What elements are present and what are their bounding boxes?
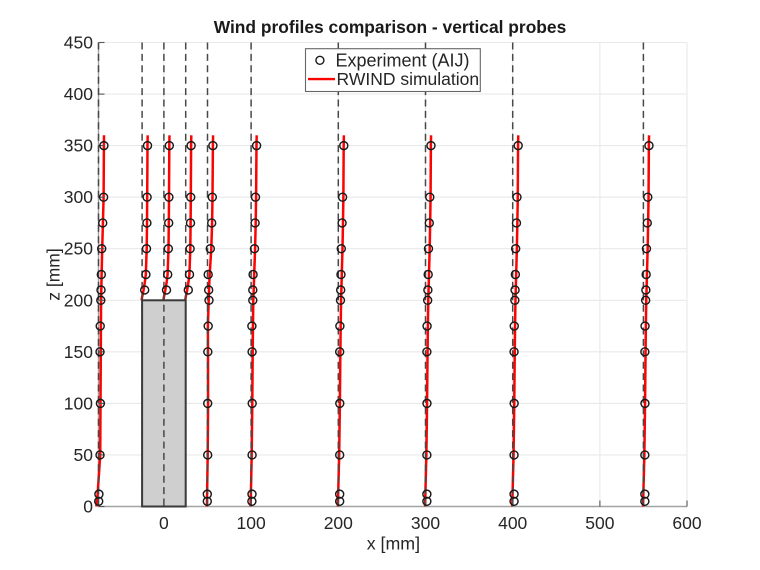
svg-text:100: 100 (236, 513, 265, 533)
svg-text:300: 300 (411, 513, 440, 533)
svg-text:300: 300 (64, 187, 93, 207)
svg-text:z [mm]: z [mm] (44, 248, 64, 301)
svg-text:200: 200 (324, 513, 353, 533)
svg-text:400: 400 (64, 84, 93, 104)
svg-text:350: 350 (64, 136, 93, 156)
svg-text:600: 600 (672, 513, 701, 533)
svg-text:Wind profiles comparison - ver: Wind profiles comparison - vertical prob… (214, 17, 567, 37)
svg-text:100: 100 (64, 393, 93, 413)
svg-text:50: 50 (74, 445, 94, 465)
svg-text:450: 450 (64, 33, 93, 53)
svg-text:150: 150 (64, 342, 93, 362)
svg-text:0: 0 (83, 497, 93, 517)
svg-text:RWIND simulation: RWIND simulation (337, 69, 480, 89)
svg-text:0: 0 (159, 513, 169, 533)
svg-text:Experiment (AIJ): Experiment (AIJ) (336, 50, 470, 70)
svg-text:200: 200 (64, 290, 93, 310)
svg-text:500: 500 (585, 513, 614, 533)
svg-text:250: 250 (64, 239, 93, 259)
svg-text:400: 400 (498, 513, 527, 533)
svg-text:x [mm]: x [mm] (367, 534, 420, 554)
